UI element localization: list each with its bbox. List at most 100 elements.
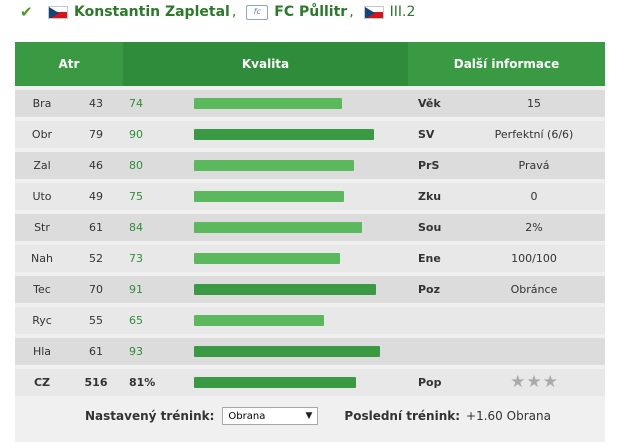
quality-value: 80 — [123, 152, 184, 179]
quality-bar-cell — [184, 245, 408, 272]
quality-bar-cell — [184, 307, 408, 334]
table-row: Obr 79 90 SV Perfektní (6/6) — [15, 121, 605, 148]
team-name-link[interactable]: FC Půllitr — [274, 4, 348, 20]
training-select[interactable]: Obrana ▼ — [222, 407, 319, 425]
check-icon: ✔ — [20, 3, 33, 21]
info-key: PrS — [408, 152, 463, 179]
separator: , — [231, 4, 237, 20]
quality-bar — [194, 377, 356, 388]
quality-bar-cell — [184, 369, 408, 396]
info-value: 15 — [463, 90, 605, 117]
total-value: 516 — [69, 369, 123, 396]
info-key — [408, 307, 463, 334]
table-row: Uto 49 75 Zku 0 — [15, 183, 605, 210]
player-name-link[interactable]: Konstantin Zapletal — [74, 4, 230, 20]
attr-value: 55 — [69, 307, 123, 334]
info-key: SV — [408, 121, 463, 148]
total-row: CZ 516 81% Pop ★ ★ ★ — [15, 369, 605, 396]
info-value — [463, 338, 605, 365]
attr-name: Nah — [15, 245, 69, 272]
info-value: Obránce — [463, 276, 605, 303]
info-key: Věk — [408, 90, 463, 117]
info-key: Poz — [408, 276, 463, 303]
total-quality: 81% — [123, 369, 184, 396]
quality-bar-cell — [184, 183, 408, 210]
info-key — [408, 338, 463, 365]
quality-value: 73 — [123, 245, 184, 272]
table-row: Ryc 55 65 — [15, 307, 605, 334]
attr-name: Ryc — [15, 307, 69, 334]
info-key: Ene — [408, 245, 463, 272]
attr-value: 70 — [69, 276, 123, 303]
table-row: Hla 61 93 — [15, 338, 605, 365]
quality-bar-cell — [184, 121, 408, 148]
quality-value: 84 — [123, 214, 184, 241]
star-icon: ★ — [526, 372, 542, 392]
attr-value: 61 — [69, 338, 123, 365]
quality-bar — [194, 253, 340, 264]
attr-value: 61 — [69, 214, 123, 241]
info-value: Pravá — [463, 152, 605, 179]
attr-name: Hla — [15, 338, 69, 365]
training-label: Nastavený trénink: — [85, 409, 215, 423]
quality-bar — [194, 191, 344, 202]
quality-bar-cell — [184, 90, 408, 117]
quality-value: 90 — [123, 121, 184, 148]
table-row: Zal 46 80 PrS Pravá — [15, 152, 605, 179]
info-value: 100/100 — [463, 245, 605, 272]
separator: , — [349, 4, 354, 20]
quality-bar — [194, 222, 362, 233]
training-select-value: Obrana — [228, 410, 266, 422]
training-footer: Nastavený trénink: Obrana ▼ Poslední tré… — [15, 396, 605, 436]
quality-bar-cell — [184, 214, 408, 241]
quality-value: 65 — [123, 307, 184, 334]
quality-value: 91 — [123, 276, 184, 303]
info-value: Perfektní (6/6) — [463, 121, 605, 148]
quality-bar-cell — [184, 276, 408, 303]
stats-table: Atr Kvalita Další informace Bra 43 74 Věk 15… — [15, 38, 605, 400]
quality-bar — [194, 129, 374, 140]
dropdown-arrow-icon: ▼ — [305, 411, 313, 421]
table-row: Bra 43 74 Věk 15 — [15, 90, 605, 117]
attr-name: Str — [15, 214, 69, 241]
quality-bar-cell — [184, 152, 408, 179]
attr-name: Bra — [15, 90, 69, 117]
header-info: Další informace — [408, 42, 605, 86]
quality-bar — [194, 346, 380, 357]
last-training-label: Poslední trénink: — [344, 409, 461, 423]
star-icon: ★ — [542, 372, 558, 392]
table-row: Nah 52 73 Ene 100/100 — [15, 245, 605, 272]
info-key: Sou — [408, 214, 463, 241]
attr-name: Zal — [15, 152, 69, 179]
popularity-stars: ★ ★ ★ — [463, 369, 605, 396]
team-icon: fc — [246, 4, 269, 20]
attr-value: 46 — [69, 152, 123, 179]
info-key: Zku — [408, 183, 463, 210]
attr-name: Obr — [15, 121, 69, 148]
last-training-value: +1.60 Obrana — [466, 409, 551, 423]
attr-value: 52 — [69, 245, 123, 272]
player-stats-panel: Atr Kvalita Další informace Bra 43 74 Věk 15… — [15, 42, 605, 442]
star-icon: ★ — [510, 372, 526, 392]
czech-flag-icon — [48, 5, 68, 19]
info-value: 0 — [463, 183, 605, 210]
header-quality: Kvalita — [123, 42, 408, 86]
info-value: 2% — [463, 214, 605, 241]
table-row: Tec 70 91 Poz Obránce — [15, 276, 605, 303]
quality-value: 75 — [123, 183, 184, 210]
attr-value: 43 — [69, 90, 123, 117]
attr-name: Tec — [15, 276, 69, 303]
quality-bar — [194, 284, 376, 295]
info-value — [463, 307, 605, 334]
czech-flag-icon — [363, 5, 384, 19]
attr-value: 79 — [69, 121, 123, 148]
quality-value: 74 — [123, 90, 184, 117]
info-key: Pop — [408, 369, 463, 396]
table-row: Str 61 84 Sou 2% — [15, 214, 605, 241]
league-link[interactable]: III.2 — [389, 4, 416, 20]
attr-value: 49 — [69, 183, 123, 210]
attr-name: Uto — [15, 183, 69, 210]
quality-bar — [194, 160, 354, 171]
quality-value: 93 — [123, 338, 184, 365]
quality-bar-cell — [184, 338, 408, 365]
